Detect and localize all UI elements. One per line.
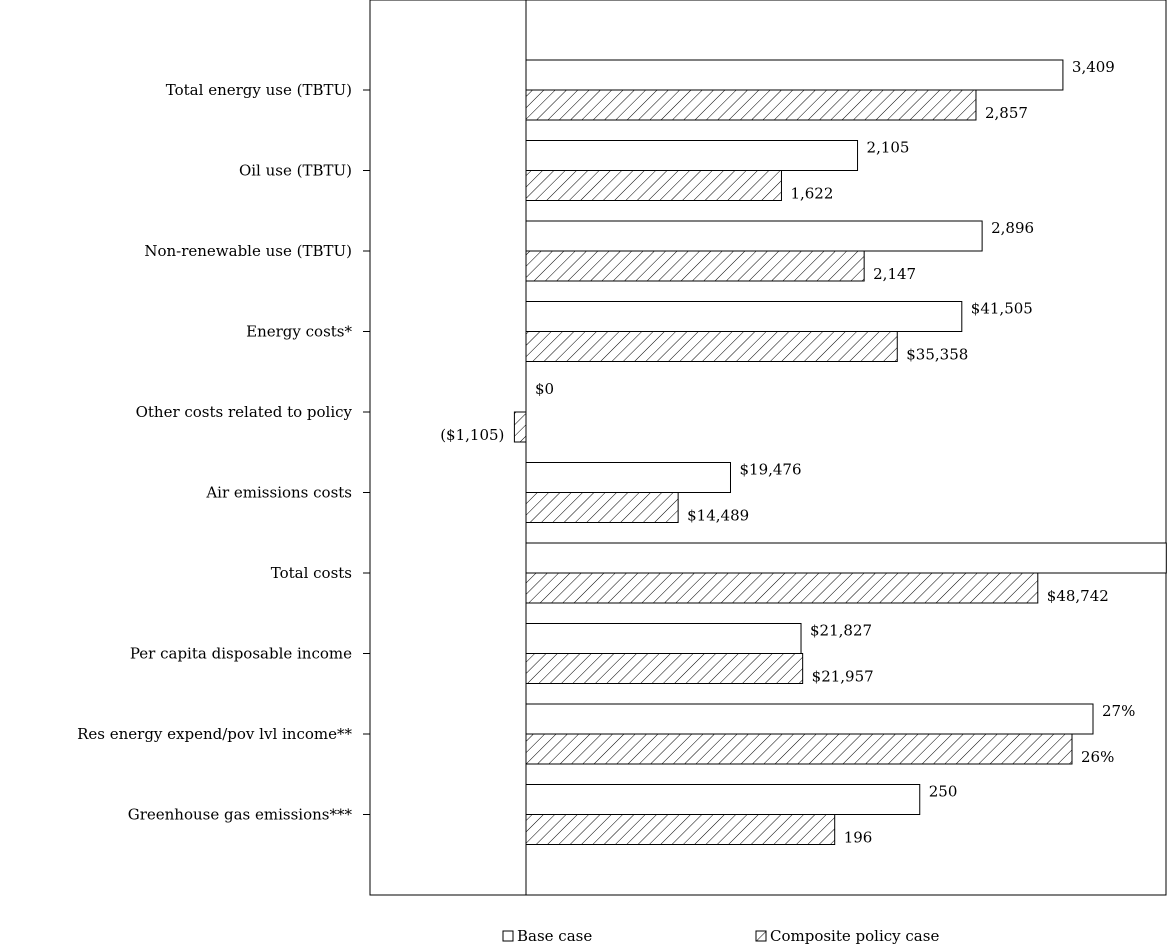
bar-base-case — [525, 301, 963, 332]
data-label-composite-policy: ($1,105) — [440, 426, 504, 444]
category-label: Air emissions costs — [205, 484, 352, 502]
category-label: Greenhouse gas emissions*** — [128, 806, 353, 824]
plot-frame — [369, 0, 1167, 896]
data-label-base-case: 2,105 — [867, 139, 910, 157]
data-label-base-case: $21,827 — [810, 622, 872, 640]
bar-composite-policy — [525, 814, 836, 845]
legend-swatch-policy — [755, 930, 767, 942]
data-label-composite-policy: $14,489 — [687, 507, 749, 525]
bar-base-case — [525, 623, 802, 654]
bar-composite-policy — [525, 250, 865, 282]
data-label-base-case: 2,896 — [991, 219, 1034, 237]
bar-base-case — [525, 542, 1167, 574]
data-label-composite-policy: 196 — [844, 829, 873, 847]
category-label: Energy costs* — [246, 323, 352, 341]
bar-base-case — [525, 59, 1064, 91]
data-label-base-case: 27% — [1102, 702, 1135, 720]
category-label: Non-renewable use (TBTU) — [144, 242, 352, 260]
data-label-composite-policy: 2,147 — [873, 265, 916, 283]
bar-base-case — [525, 703, 1094, 735]
data-label-composite-policy: 1,622 — [790, 185, 833, 203]
data-label-composite-policy: $35,358 — [906, 346, 968, 364]
legend-swatch-base — [502, 930, 514, 942]
bar-composite-policy — [513, 411, 527, 443]
category-label: Per capita disposable income — [130, 645, 352, 663]
data-label-base-case: $41,505 — [971, 300, 1033, 318]
category-label: Total energy use (TBTU) — [166, 81, 352, 99]
data-label-composite-policy: 26% — [1081, 748, 1114, 766]
bar-composite-policy — [525, 572, 1039, 604]
data-label-base-case: $19,476 — [739, 461, 801, 479]
legend-label-policy: Composite policy case — [770, 927, 939, 945]
data-label-base-case: 3,409 — [1072, 58, 1115, 76]
bar-composite-policy — [525, 492, 679, 523]
bar-composite-policy — [525, 733, 1073, 765]
bar-base-case — [525, 784, 921, 815]
bar-composite-policy — [525, 170, 782, 201]
bar-composite-policy — [525, 89, 977, 121]
data-label-base-case: $0 — [535, 380, 554, 398]
category-label: Oil use (TBTU) — [239, 162, 352, 180]
data-label-composite-policy: $48,742 — [1047, 587, 1109, 605]
bar-composite-policy — [525, 653, 804, 684]
data-label-composite-policy: $21,957 — [812, 668, 874, 686]
category-label: Res energy expend/pov lvl income** — [77, 725, 352, 743]
legend-label-base: Base case — [517, 927, 592, 945]
bar-base-case — [525, 140, 859, 171]
legend: Base case Composite policy case — [502, 927, 939, 945]
bar-composite-policy — [525, 331, 898, 362]
bar-base-case — [525, 462, 731, 493]
data-label-composite-policy: 2,857 — [985, 104, 1028, 122]
category-label: Other costs related to policy — [136, 403, 353, 421]
data-label-base-case: 250 — [929, 783, 958, 801]
bar-base-case — [525, 220, 983, 252]
category-label: Total costs — [271, 564, 352, 582]
